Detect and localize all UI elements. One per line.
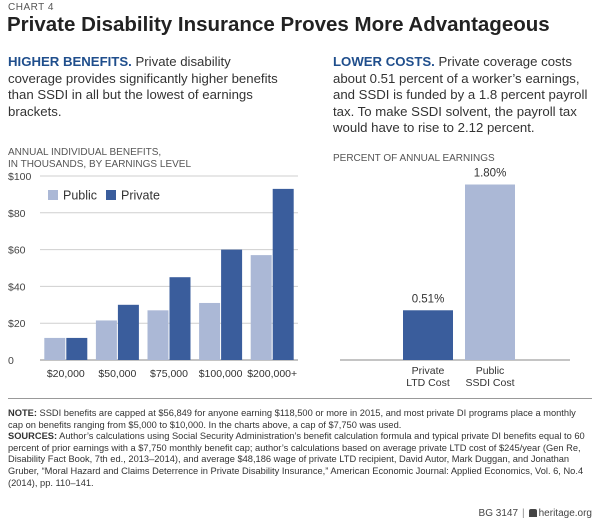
left-axis-caption-line1: ANNUAL INDIVIDUAL BENEFITS, — [8, 147, 162, 158]
left-panel-description: HIGHER BENEFITS. Private disability cove… — [8, 54, 288, 120]
x-tick-label: $50,000 — [98, 368, 136, 380]
benefits-bar-chart: 0 $20 $40 $60 $80 $100 $20,000 $50,000 $75,000 $1… — [8, 171, 298, 380]
note-label: NOTE: — [8, 408, 37, 418]
note-text: SSDI benefits are capped at $56,849 for … — [8, 408, 576, 430]
right-panel-description: LOWER COSTS. Private coverage costs abou… — [333, 54, 598, 137]
sources-text: Author’s calculations using Social Secur… — [8, 431, 585, 488]
bar-public — [44, 337, 66, 360]
right-panel-body: Private coverage costs about 0.51 percen… — [333, 54, 588, 135]
left-panel-body: Private disability coverage provides sig… — [8, 54, 278, 119]
bar-public — [95, 320, 117, 360]
bar-public — [147, 310, 169, 360]
y-tick-label: 0 — [8, 355, 14, 367]
x-tick-label: LTD Cost — [406, 377, 450, 389]
bar-public — [199, 302, 221, 360]
y-tick-label: $60 — [8, 245, 26, 257]
x-tick-label: $20,000 — [47, 368, 85, 380]
page-title: Private Disability Insurance Proves More… — [7, 13, 550, 36]
site-name: heritage.org — [538, 508, 592, 519]
footer-separator: | — [522, 508, 525, 519]
chart-number-label: CHART 4 — [8, 2, 54, 13]
liberty-bell-icon — [528, 509, 537, 517]
x-tick-label: Private — [412, 365, 445, 377]
bar-private — [221, 249, 243, 360]
x-tick-label: SSDI Cost — [465, 377, 514, 389]
x-tick-label: $200,000+ — [247, 368, 297, 380]
sources-paragraph: SOURCES: Author’s calculations using Soc… — [8, 431, 593, 489]
left-panel-lead: HIGHER BENEFITS. — [8, 54, 132, 69]
report-code: BG 3147 — [478, 508, 519, 519]
sources-label: SOURCES: — [8, 431, 58, 442]
x-tick-label: $75,000 — [150, 368, 188, 380]
cost-bar — [403, 310, 453, 360]
right-axis-caption: PERCENT OF ANNUAL EARNINGS — [333, 153, 495, 164]
legend-label-private: Private — [121, 189, 160, 203]
bar-private — [272, 188, 294, 360]
y-tick-label: $100 — [8, 171, 32, 183]
x-tick-label: Public — [476, 365, 505, 377]
x-tick-label: $100,000 — [199, 368, 243, 380]
note-paragraph: NOTE: SSDI benefits are capped at $56,84… — [8, 408, 593, 431]
bar-public — [250, 255, 272, 360]
data-label: 1.80% — [474, 168, 507, 180]
notes-block: NOTE: SSDI benefits are capped at $56,84… — [8, 408, 593, 489]
y-tick-label: $20 — [8, 318, 26, 330]
legend-label-public: Public — [63, 189, 97, 203]
left-axis-caption: ANNUAL INDIVIDUAL BENEFITS, IN THOUSANDS… — [8, 147, 191, 171]
y-tick-label: $80 — [8, 208, 26, 220]
divider-line — [8, 398, 592, 399]
bar-private — [66, 337, 88, 360]
footer: BG 3147 | heritage.org — [479, 508, 592, 519]
cost-bar — [465, 184, 515, 360]
left-axis-caption-line2: IN THOUSANDS, BY EARNINGS LEVEL — [8, 159, 192, 170]
legend-swatch-private — [106, 190, 116, 200]
data-label: 0.51% — [412, 293, 445, 305]
legend-swatch-public — [48, 190, 58, 200]
right-panel-lead: LOWER COSTS. — [333, 54, 435, 69]
y-tick-label: $40 — [8, 281, 26, 293]
bar-private — [169, 277, 191, 360]
bar-private — [117, 304, 139, 360]
